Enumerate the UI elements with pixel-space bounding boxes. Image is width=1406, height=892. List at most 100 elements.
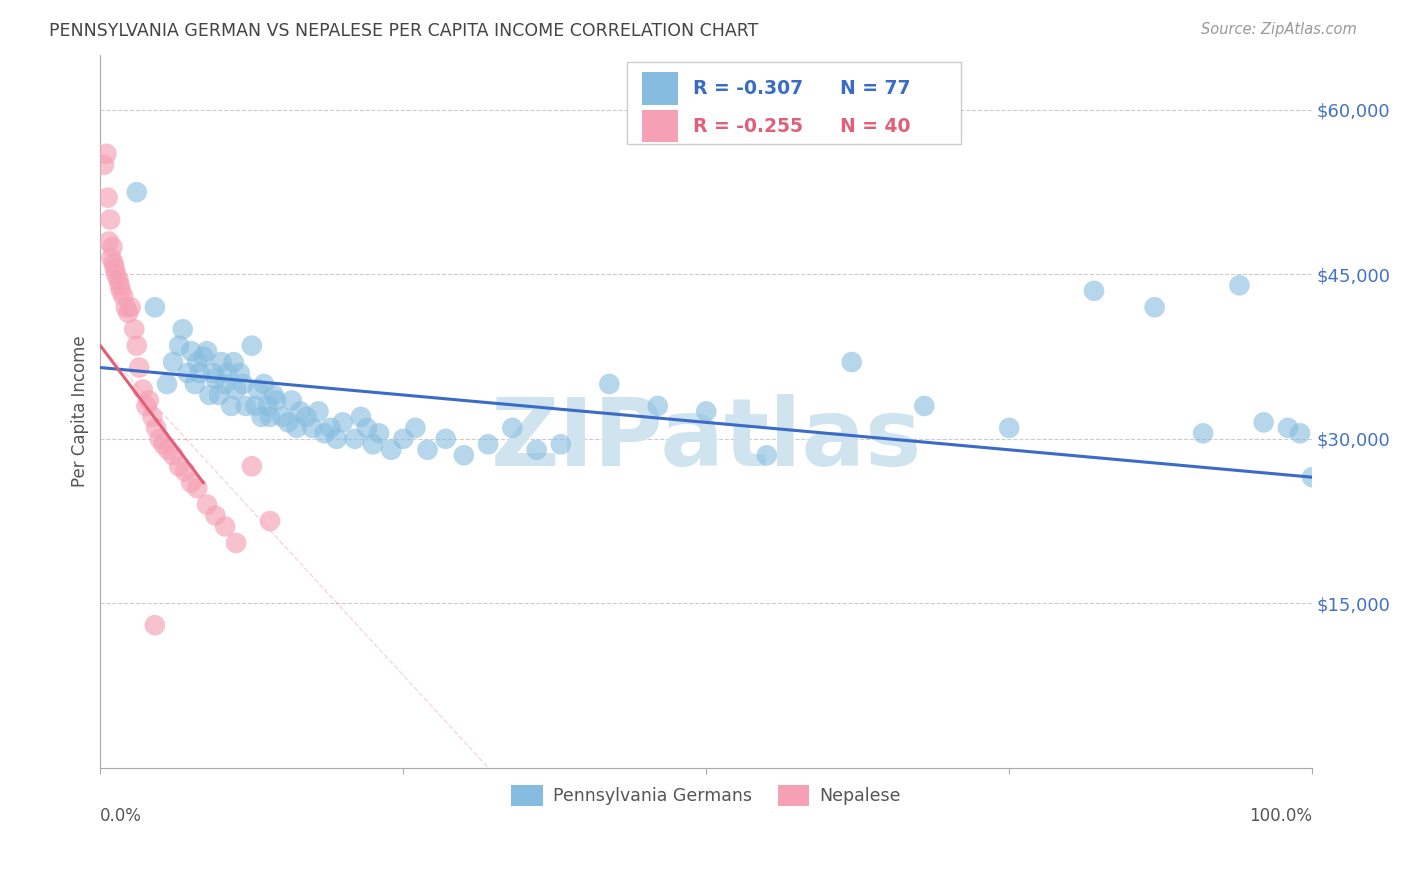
Point	[256, 399, 278, 413]
Point	[392, 432, 415, 446]
Point	[108, 278, 131, 293]
Point	[246, 383, 269, 397]
Point	[453, 448, 475, 462]
Point	[912, 399, 935, 413]
Point	[93, 158, 115, 172]
Point	[145, 421, 167, 435]
Point	[172, 322, 194, 336]
Point	[259, 514, 281, 528]
Point	[167, 459, 190, 474]
Point	[250, 409, 273, 424]
Point	[501, 421, 523, 435]
Point	[314, 426, 336, 441]
Point	[124, 322, 146, 336]
Point	[368, 426, 391, 441]
Point	[319, 421, 342, 435]
Point	[186, 355, 208, 369]
Point	[1143, 300, 1166, 314]
Point	[128, 360, 150, 375]
Point	[1083, 284, 1105, 298]
Point	[259, 409, 281, 424]
Point	[219, 399, 242, 413]
Point	[281, 393, 304, 408]
Point	[208, 388, 231, 402]
Point	[253, 377, 276, 392]
Point	[526, 442, 548, 457]
Point	[235, 399, 257, 413]
Point	[141, 409, 163, 424]
FancyBboxPatch shape	[643, 72, 678, 104]
Point	[598, 377, 620, 392]
Point	[188, 366, 211, 380]
Point	[162, 448, 184, 462]
Point	[125, 338, 148, 352]
Text: 0.0%: 0.0%	[100, 807, 142, 825]
Point	[132, 383, 155, 397]
Point	[112, 289, 135, 303]
Point	[214, 377, 236, 392]
Point	[332, 416, 354, 430]
Point	[204, 508, 226, 523]
Point	[550, 437, 572, 451]
FancyBboxPatch shape	[643, 110, 678, 142]
Point	[343, 432, 366, 446]
Point	[110, 284, 132, 298]
Point	[232, 377, 254, 392]
Point	[225, 383, 247, 397]
Point	[107, 273, 129, 287]
Point	[1192, 426, 1215, 441]
Point	[135, 399, 157, 413]
Point	[361, 437, 384, 451]
Point	[97, 191, 120, 205]
Point	[174, 465, 197, 479]
Point	[404, 421, 426, 435]
Point	[301, 421, 323, 435]
Point	[308, 404, 330, 418]
Point	[117, 306, 139, 320]
Point	[97, 235, 120, 249]
Point	[263, 388, 285, 402]
Point	[295, 409, 318, 424]
Point	[1289, 426, 1312, 441]
Point	[277, 416, 299, 430]
Legend: Pennsylvania Germans, Nepalese: Pennsylvania Germans, Nepalese	[505, 779, 908, 813]
Point	[647, 399, 669, 413]
Point	[356, 421, 378, 435]
Point	[156, 377, 179, 392]
Point	[434, 432, 457, 446]
Point	[143, 618, 166, 632]
Point	[162, 355, 184, 369]
Point	[290, 404, 312, 418]
Point	[202, 366, 225, 380]
Point	[380, 442, 402, 457]
Point	[186, 481, 208, 495]
Point	[271, 409, 294, 424]
Point	[211, 355, 233, 369]
Point	[1229, 278, 1251, 293]
Point	[176, 366, 198, 380]
Point	[157, 442, 180, 457]
Text: N = 77: N = 77	[839, 79, 910, 98]
Y-axis label: Per Capita Income: Per Capita Income	[72, 335, 89, 487]
Point	[841, 355, 863, 369]
Point	[101, 240, 124, 254]
Point	[138, 393, 160, 408]
Point	[114, 300, 136, 314]
Point	[103, 256, 125, 270]
Point	[477, 437, 499, 451]
Point	[152, 437, 174, 451]
Point	[240, 459, 263, 474]
Point	[143, 300, 166, 314]
Point	[240, 338, 263, 352]
Point	[105, 268, 128, 282]
Point	[193, 350, 215, 364]
Point	[125, 185, 148, 199]
Point	[120, 300, 142, 314]
Text: R = -0.255: R = -0.255	[693, 117, 803, 136]
Text: PENNSYLVANIA GERMAN VS NEPALESE PER CAPITA INCOME CORRELATION CHART: PENNSYLVANIA GERMAN VS NEPALESE PER CAPI…	[49, 22, 759, 40]
Point	[149, 432, 172, 446]
Point	[1253, 416, 1275, 430]
Text: ZIPatlas: ZIPatlas	[491, 394, 922, 486]
Point	[198, 388, 221, 402]
Text: N = 40: N = 40	[839, 117, 910, 136]
